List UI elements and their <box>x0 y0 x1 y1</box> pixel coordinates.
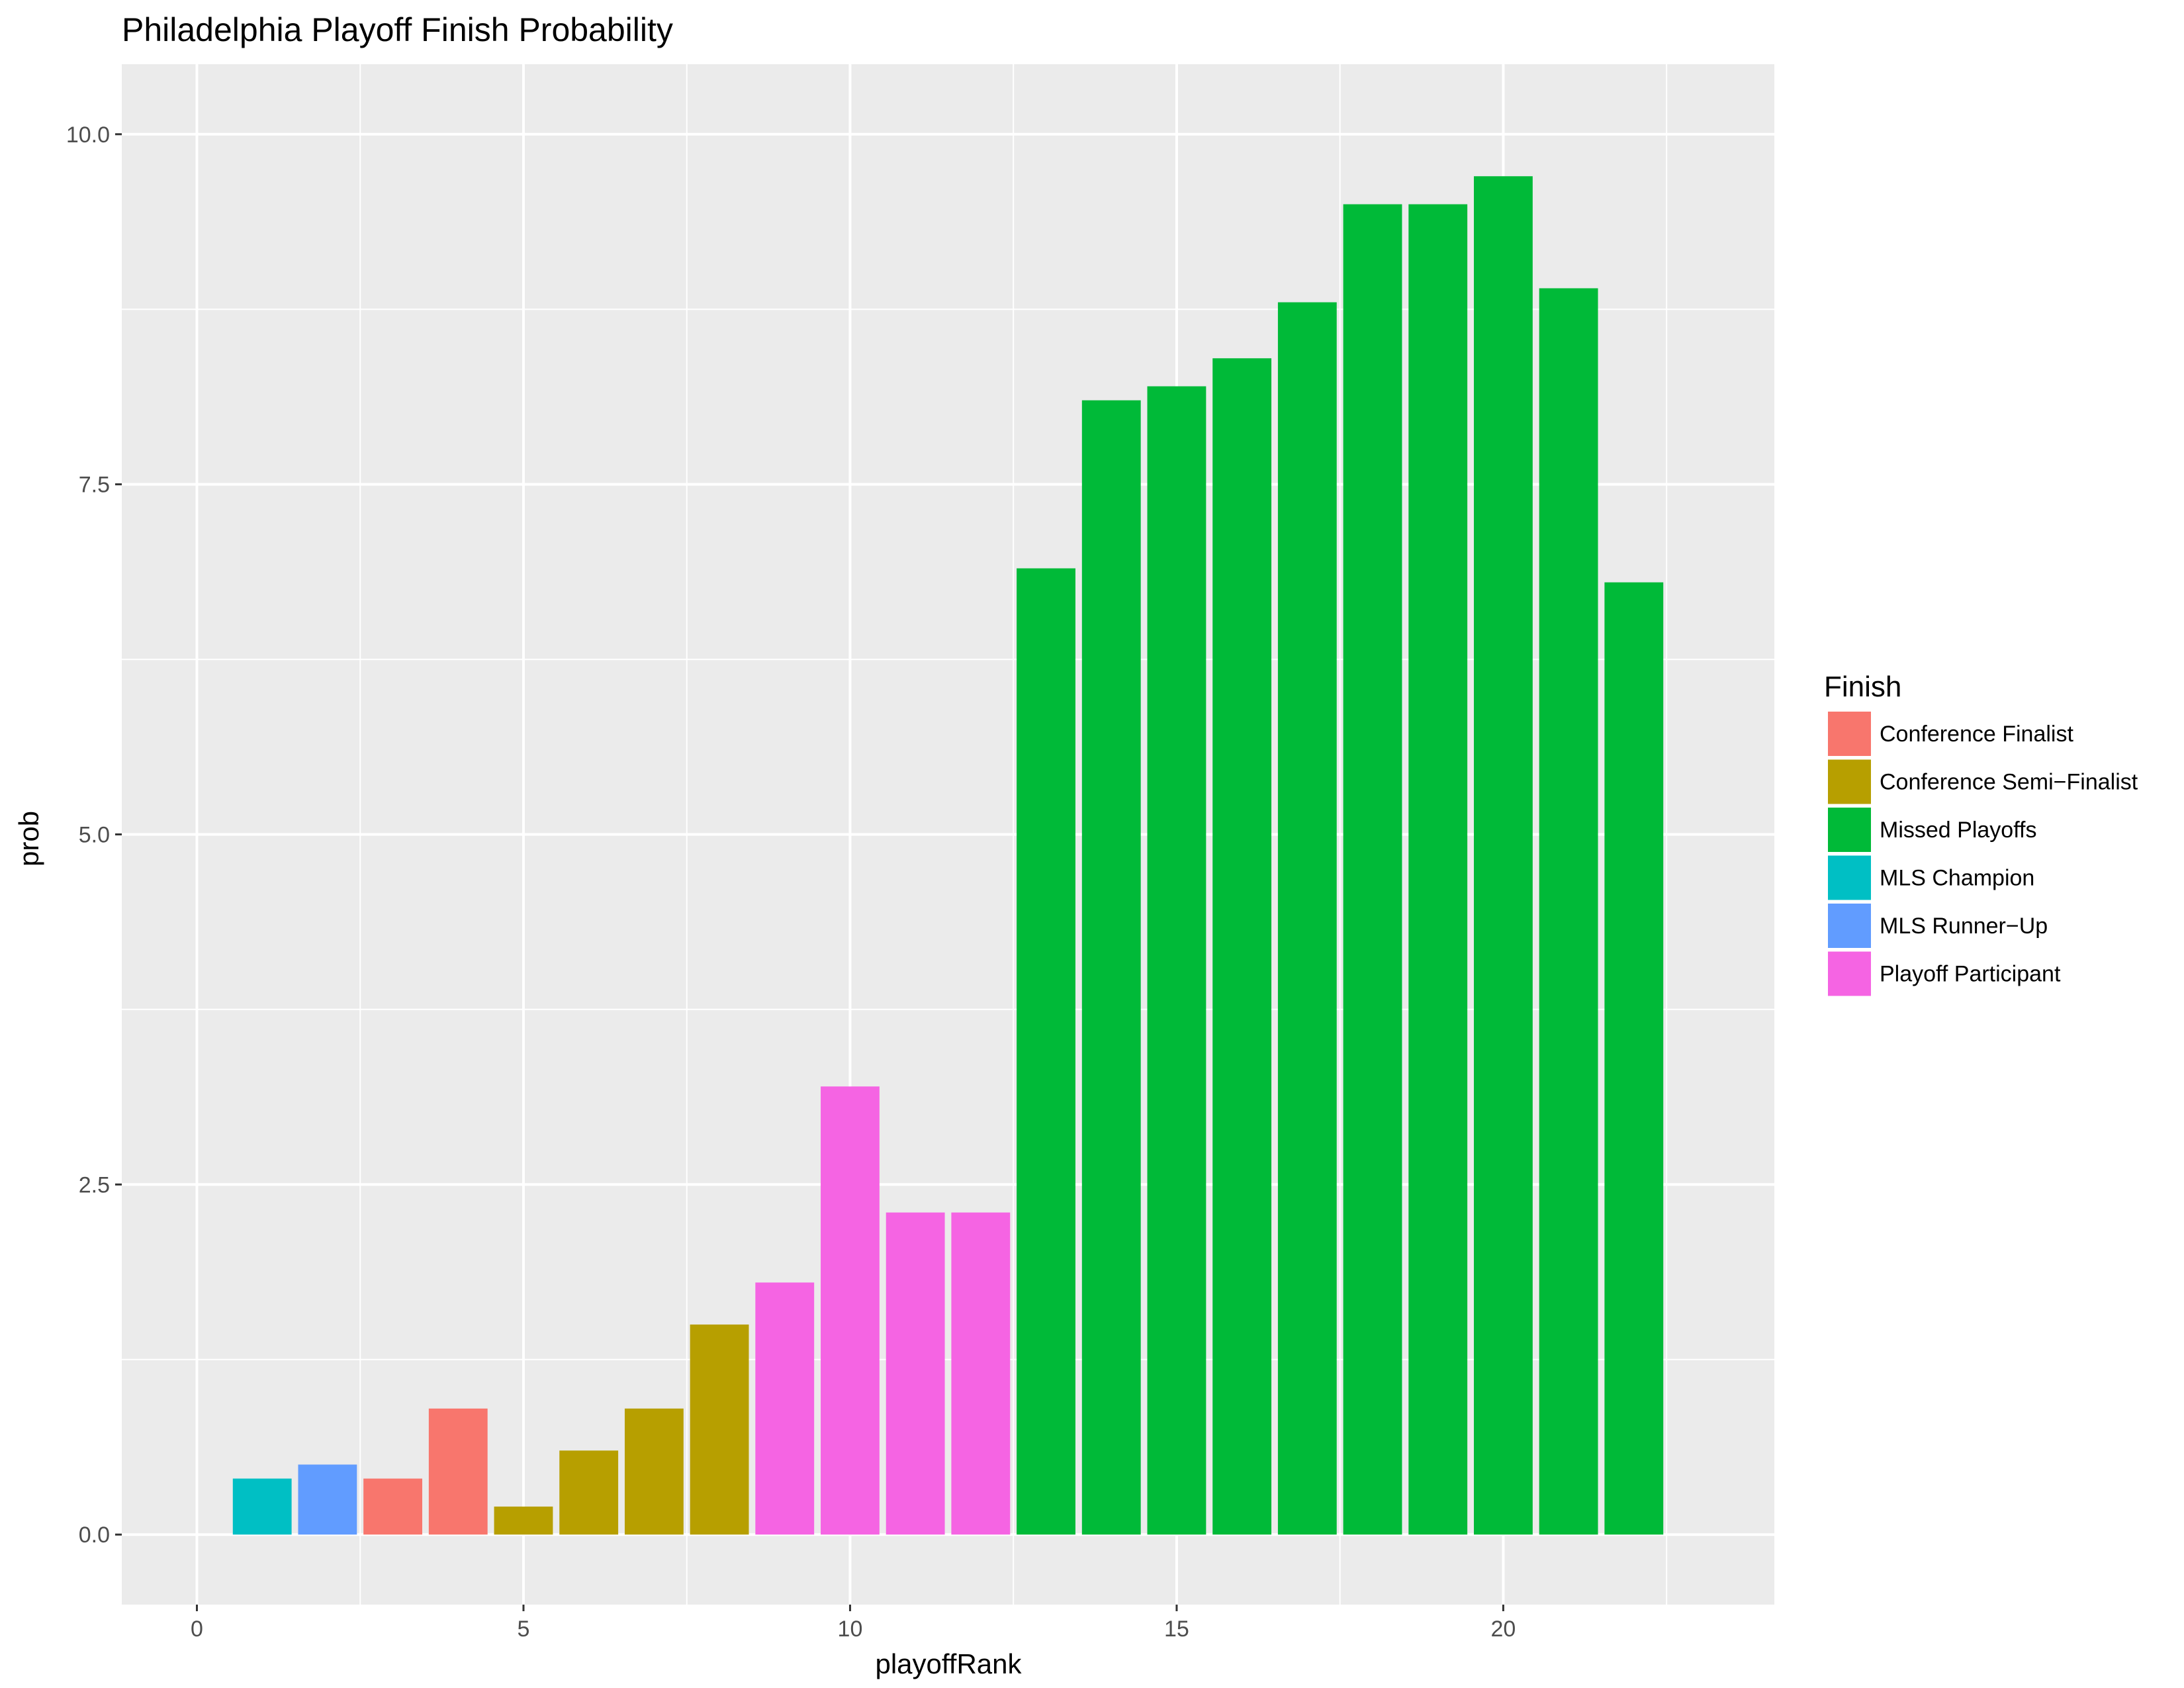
y-axis-title: prob <box>13 811 44 867</box>
bar <box>428 1408 488 1535</box>
legend-label: Conference Finalist <box>1880 722 2073 747</box>
plot-panel <box>122 64 1774 1605</box>
legend-label: MLS Runner−Up <box>1880 914 2048 939</box>
bar <box>298 1464 357 1535</box>
legend-swatch <box>1828 855 1871 900</box>
bar <box>821 1086 880 1535</box>
bar <box>1343 204 1402 1535</box>
y-tick-label: 7.5 <box>79 473 110 498</box>
bar <box>1539 288 1598 1535</box>
legend-label: Conference Semi−Finalist <box>1880 770 2138 795</box>
bar <box>1604 582 1664 1535</box>
bar <box>951 1212 1011 1535</box>
legend-swatch <box>1828 759 1871 804</box>
bar <box>232 1478 292 1535</box>
bar <box>1081 400 1141 1535</box>
bar <box>494 1506 553 1535</box>
bar <box>1017 568 1075 1535</box>
y-tick-label: 10.0 <box>66 122 110 148</box>
x-tick-label: 0 <box>191 1617 203 1642</box>
y-tick-label: 5.0 <box>79 823 110 848</box>
legend-label: Playoff Participant <box>1880 962 2061 987</box>
legend-swatch <box>1828 951 1871 996</box>
legend-title: Finish <box>1824 671 1901 703</box>
legend-label: MLS Champion <box>1880 866 2034 891</box>
x-tick-label: 15 <box>1164 1617 1189 1642</box>
bar <box>1408 204 1468 1535</box>
legend-swatch <box>1828 808 1871 852</box>
bar <box>559 1450 619 1535</box>
bar <box>1212 358 1272 1535</box>
y-axis: 0.0 2.5 5.0 7.5 10.0 <box>66 122 122 1548</box>
bar <box>1277 302 1337 1535</box>
legend-label: Missed Playoffs <box>1880 818 2036 843</box>
y-tick-label: 2.5 <box>79 1172 110 1197</box>
x-tick-label: 10 <box>838 1617 863 1642</box>
legend-items: Conference Finalist Conference Semi−Final… <box>1828 712 2138 996</box>
bar <box>690 1324 749 1535</box>
legend: Finish Conference Finalist Conference Sem… <box>1824 671 2138 996</box>
legend-swatch <box>1828 712 1871 756</box>
x-axis: 0 5 10 15 20 <box>191 1605 1516 1642</box>
bar <box>1474 176 1533 1535</box>
y-tick-label: 0.0 <box>79 1523 110 1548</box>
bar <box>624 1408 684 1535</box>
bar <box>755 1282 815 1535</box>
bar <box>363 1478 422 1535</box>
x-tick-label: 20 <box>1490 1617 1516 1642</box>
bar <box>1147 386 1206 1535</box>
chart-title: Philadelphia Playoff Finish Probability <box>122 11 673 48</box>
x-axis-title: playoffRank <box>875 1648 1022 1679</box>
bar <box>886 1212 945 1535</box>
legend-swatch <box>1828 904 1871 948</box>
x-tick-label: 5 <box>518 1617 530 1642</box>
